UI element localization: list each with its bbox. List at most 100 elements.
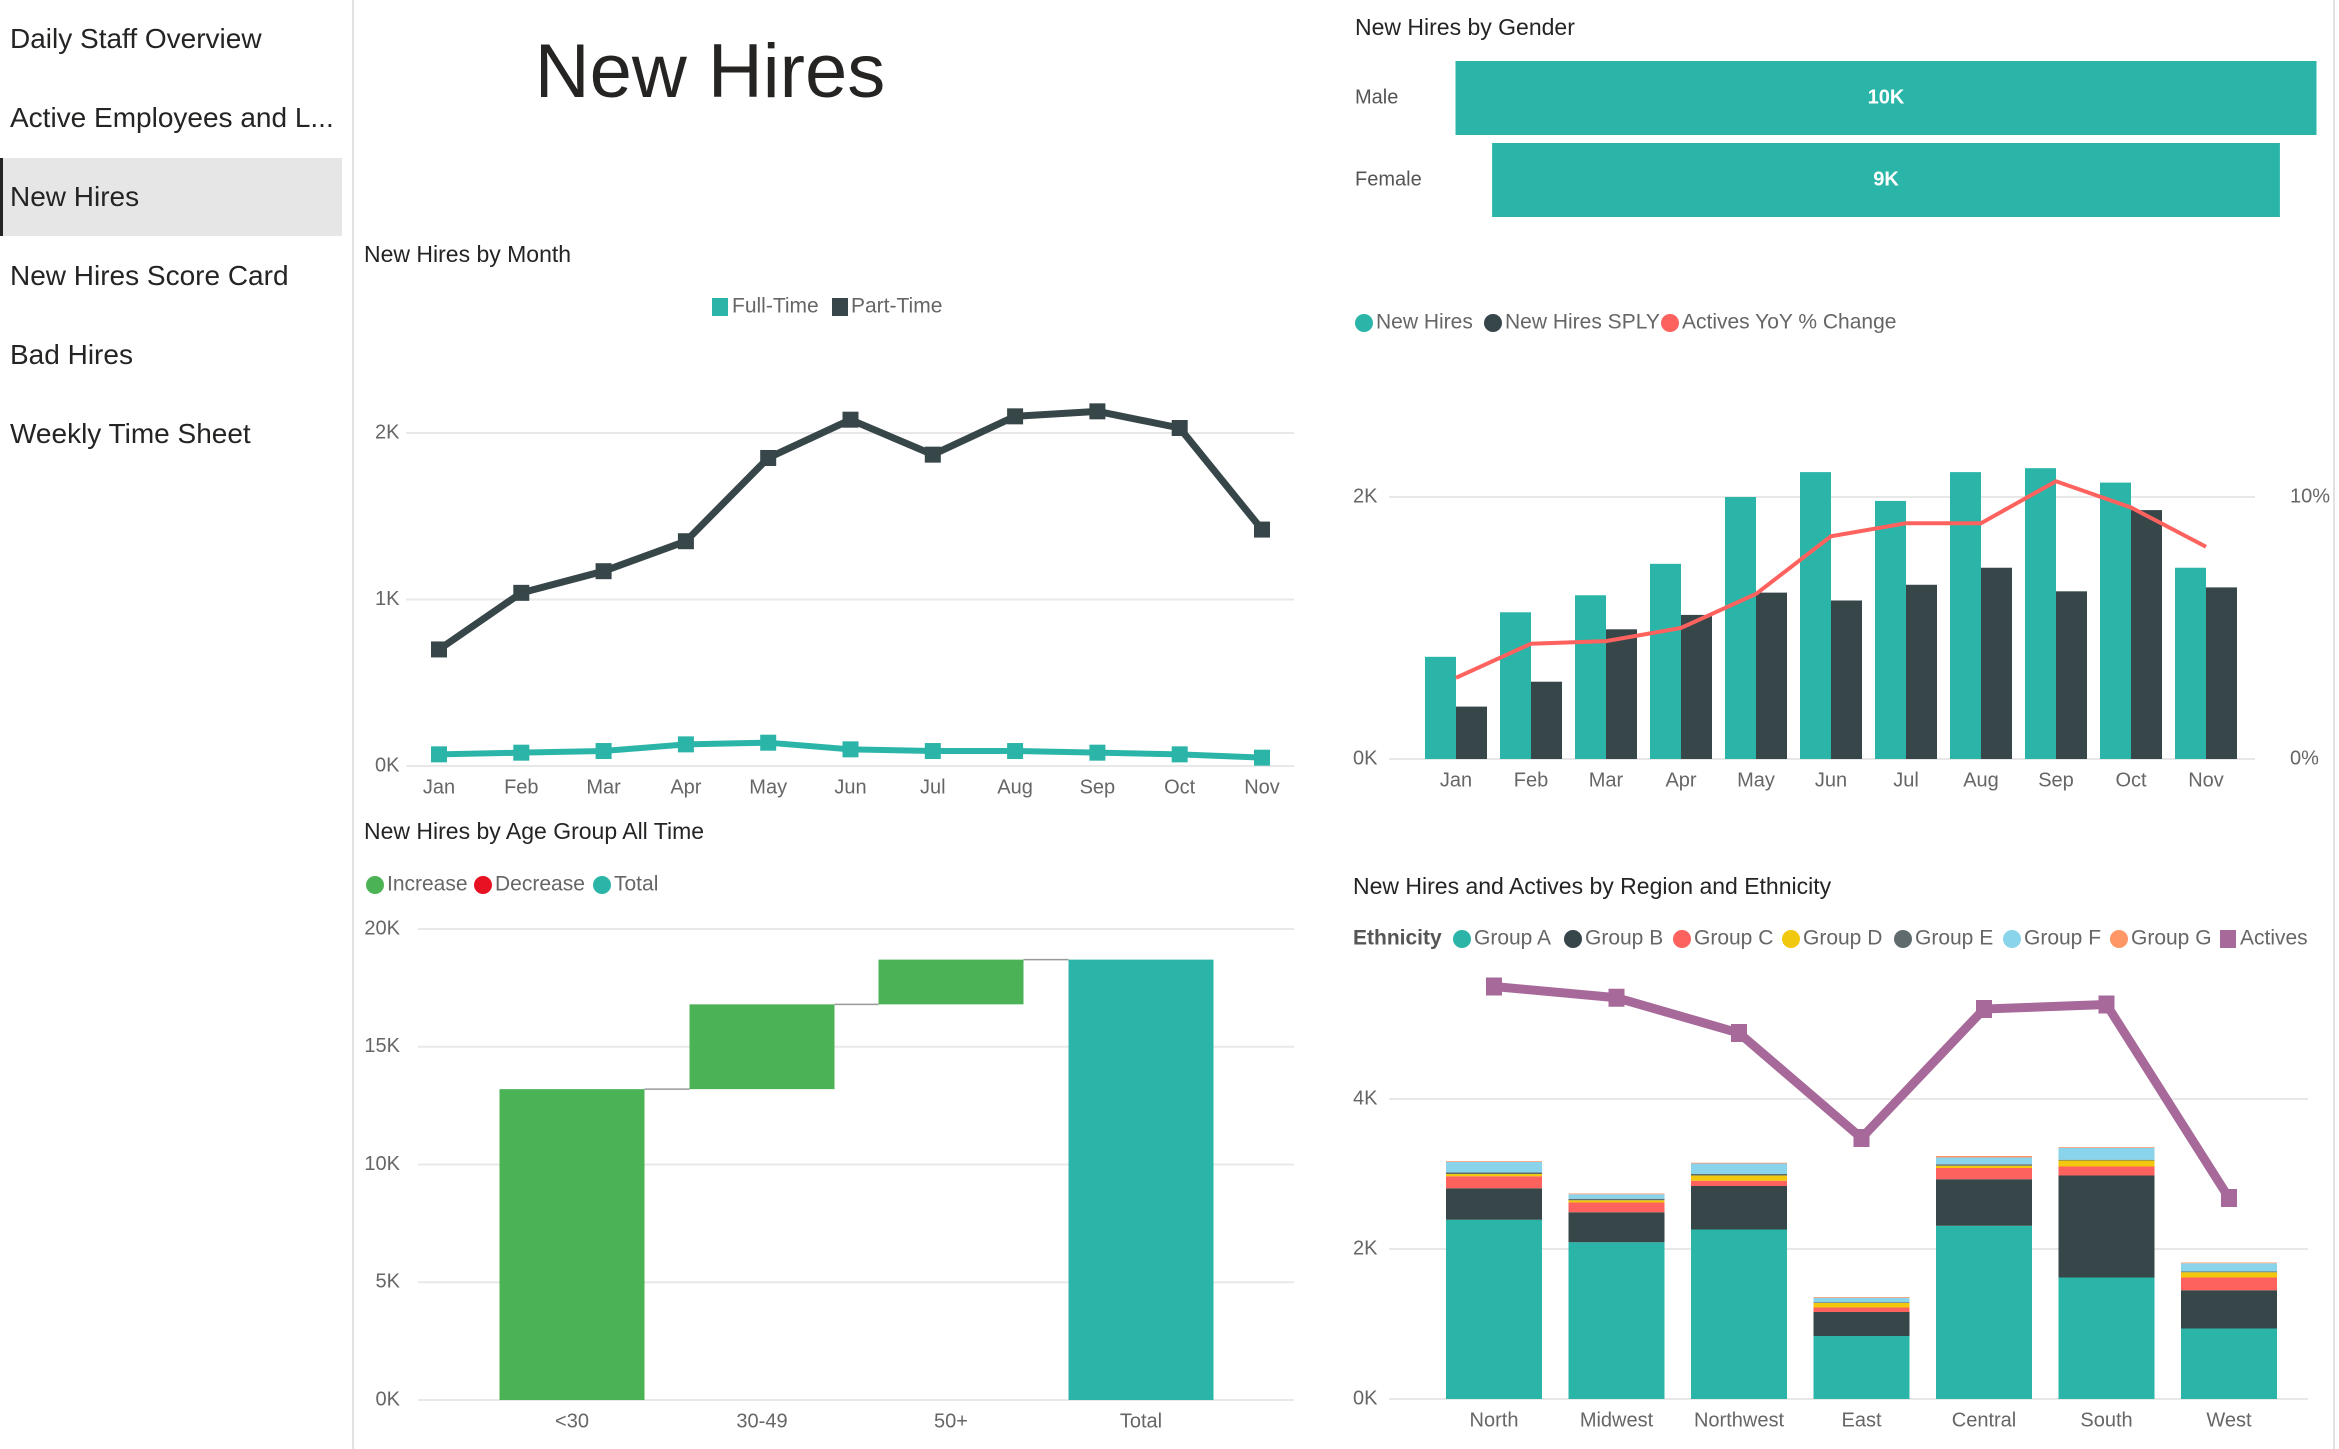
data-point[interactable]: [1089, 744, 1106, 761]
gender-bar[interactable]: [1455, 61, 2317, 135]
data-point[interactable]: [595, 563, 612, 580]
data-point[interactable]: [842, 411, 859, 428]
bar-new-hires[interactable]: [1875, 500, 1906, 759]
waterfall-bar[interactable]: [878, 959, 1024, 1005]
bar-new-hires-sply[interactable]: [2056, 591, 2087, 759]
data-point[interactable]: [760, 449, 777, 466]
stack-segment-group-b[interactable]: [1813, 1312, 1910, 1336]
bar-new-hires[interactable]: [1500, 612, 1531, 759]
stack-segment-group-e[interactable]: [1813, 1302, 1910, 1303]
data-point[interactable]: [1171, 420, 1188, 437]
stack-segment-group-e[interactable]: [1568, 1198, 1665, 1201]
actives-point[interactable]: [1976, 1000, 1992, 1018]
bar-new-hires[interactable]: [2025, 468, 2056, 759]
stack-segment-group-f[interactable]: [1446, 1162, 1542, 1173]
stack-segment-group-g[interactable]: [1568, 1193, 1665, 1195]
stack-segment-group-b[interactable]: [1446, 1188, 1542, 1220]
stack-segment-group-c[interactable]: [1446, 1176, 1542, 1189]
stack-segment-group-e[interactable]: [2058, 1159, 2155, 1161]
stack-segment-group-g[interactable]: [1936, 1156, 2032, 1158]
data-point[interactable]: [595, 743, 612, 760]
stack-segment-group-a[interactable]: [1446, 1219, 1542, 1399]
stack-segment-group-g[interactable]: [2058, 1147, 2155, 1148]
stack-segment-group-a[interactable]: [2058, 1277, 2155, 1400]
sidebar-item-bad-hires[interactable]: Bad Hires: [10, 339, 133, 370]
actives-point[interactable]: [2098, 995, 2115, 1014]
bar-new-hires-sply[interactable]: [1606, 629, 1637, 759]
stack-segment-group-b[interactable]: [1568, 1212, 1665, 1243]
stack-segment-group-e[interactable]: [1446, 1172, 1542, 1175]
data-point[interactable]: [760, 734, 777, 751]
bar-new-hires-sply[interactable]: [1531, 681, 1562, 759]
bar-new-hires[interactable]: [1800, 472, 1831, 759]
bar-new-hires-sply[interactable]: [1681, 614, 1712, 759]
bar-new-hires[interactable]: [2175, 567, 2206, 759]
stack-segment-group-c[interactable]: [1691, 1180, 1787, 1186]
bar-new-hires[interactable]: [1650, 563, 1681, 759]
sidebar-item-weekly-time-sheet[interactable]: Weekly Time Sheet: [10, 418, 251, 449]
stack-segment-group-a[interactable]: [1691, 1229, 1787, 1400]
sidebar-item-new-hires[interactable]: New Hires: [0, 158, 342, 236]
stack-segment-group-e[interactable]: [1691, 1174, 1787, 1176]
bar-new-hires-sply[interactable]: [2131, 510, 2162, 759]
data-point[interactable]: [513, 584, 530, 601]
stack-segment-group-d[interactable]: [2181, 1272, 2277, 1278]
bar-new-hires-sply[interactable]: [1981, 567, 2012, 759]
stack-segment-group-g[interactable]: [1813, 1297, 1910, 1298]
stack-segment-group-f[interactable]: [1691, 1163, 1787, 1175]
data-point[interactable]: [1007, 408, 1024, 425]
data-point[interactable]: [677, 736, 694, 753]
stack-segment-group-a[interactable]: [2181, 1328, 2277, 1400]
stack-segment-group-d[interactable]: [1691, 1175, 1787, 1181]
stack-segment-group-g[interactable]: [2181, 1262, 2277, 1264]
stack-segment-group-a[interactable]: [1568, 1242, 1665, 1399]
data-point[interactable]: [1171, 746, 1188, 763]
actives-point[interactable]: [2221, 1189, 2237, 1207]
stack-segment-group-d[interactable]: [1936, 1165, 2032, 1168]
gender-bar[interactable]: [1492, 143, 2280, 217]
stack-segment-group-a[interactable]: [1813, 1336, 1910, 1399]
data-point[interactable]: [924, 743, 941, 760]
data-point[interactable]: [1254, 521, 1270, 538]
bar-new-hires[interactable]: [1950, 472, 1981, 759]
data-point[interactable]: [1007, 743, 1024, 760]
waterfall-bar[interactable]: [499, 1089, 645, 1400]
bar-new-hires[interactable]: [1725, 497, 1756, 759]
data-point[interactable]: [1089, 403, 1106, 420]
bar-new-hires[interactable]: [1575, 595, 1606, 759]
waterfall-bar[interactable]: [689, 1004, 835, 1090]
stack-segment-group-a[interactable]: [1936, 1225, 2032, 1399]
stack-segment-group-b[interactable]: [1936, 1179, 2032, 1226]
actives-point[interactable]: [1608, 988, 1625, 1007]
data-point[interactable]: [924, 446, 941, 463]
stack-segment-group-b[interactable]: [2181, 1290, 2277, 1329]
bar-new-hires[interactable]: [2100, 482, 2131, 759]
data-point[interactable]: [677, 533, 694, 550]
stack-segment-group-c[interactable]: [1568, 1202, 1665, 1213]
stack-segment-group-f[interactable]: [1813, 1297, 1910, 1303]
stack-segment-group-d[interactable]: [1813, 1303, 1910, 1308]
stack-segment-group-g[interactable]: [1691, 1162, 1787, 1164]
stack-segment-group-b[interactable]: [1691, 1186, 1787, 1230]
stack-segment-group-c[interactable]: [2058, 1166, 2155, 1176]
stack-segment-group-f[interactable]: [2181, 1263, 2277, 1272]
actives-point[interactable]: [1486, 977, 1502, 996]
sidebar-item-daily-staff-overview[interactable]: Daily Staff Overview: [10, 23, 262, 54]
data-point[interactable]: [513, 744, 530, 761]
sidebar-item-new-hires-score-card[interactable]: New Hires Score Card: [10, 260, 289, 291]
stack-segment-group-c[interactable]: [2181, 1277, 2277, 1291]
stack-segment-group-d[interactable]: [1568, 1200, 1665, 1203]
data-point[interactable]: [431, 641, 447, 658]
stack-segment-group-e[interactable]: [2181, 1271, 2277, 1273]
stack-segment-group-d[interactable]: [1446, 1174, 1542, 1177]
bar-new-hires[interactable]: [1425, 656, 1456, 759]
stack-segment-group-d[interactable]: [2058, 1160, 2155, 1167]
stack-segment-group-c[interactable]: [1813, 1307, 1910, 1313]
stack-segment-group-f[interactable]: [1568, 1194, 1665, 1199]
bar-new-hires-sply[interactable]: [2206, 587, 2237, 759]
stack-segment-group-b[interactable]: [2058, 1175, 2155, 1278]
data-point[interactable]: [431, 746, 447, 763]
bar-new-hires-sply[interactable]: [1756, 592, 1787, 759]
stack-segment-group-g[interactable]: [1446, 1161, 1542, 1162]
actives-point[interactable]: [1853, 1129, 1870, 1147]
